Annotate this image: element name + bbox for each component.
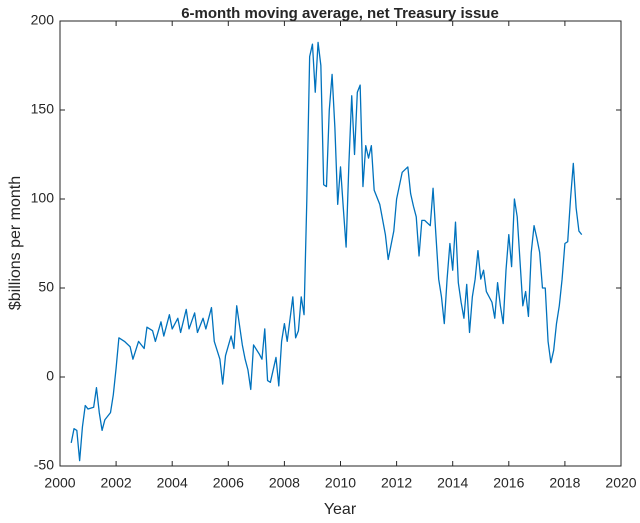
x-axis-label: Year [324, 501, 357, 518]
x-tick-label: 2008 [269, 475, 300, 491]
x-tick-label: 2010 [325, 475, 356, 491]
x-tick-label: 2020 [605, 475, 636, 491]
x-tick-label: 2018 [549, 475, 580, 491]
x-tick-label: 2012 [381, 475, 412, 491]
y-tick-label: 50 [38, 279, 54, 295]
y-tick-label: 150 [31, 101, 55, 117]
x-tick-label: 2004 [157, 475, 188, 491]
chart-title: 6-month moving average, net Treasury iss… [181, 5, 499, 22]
y-tick-label: 200 [31, 12, 55, 28]
x-tick-label: 2016 [493, 475, 524, 491]
x-tick-label: 2002 [101, 475, 132, 491]
y-tick-label: -50 [34, 457, 54, 473]
y-tick-label: 0 [46, 368, 54, 384]
y-axis-label: $billions per month [7, 176, 24, 310]
x-tick-label: 2014 [437, 475, 468, 491]
y-tick-label: 100 [31, 190, 55, 206]
data-line [70, 41, 583, 462]
x-tick-label: 2000 [44, 475, 75, 491]
plot-frame [59, 20, 622, 467]
x-tick-label: 2006 [213, 475, 244, 491]
